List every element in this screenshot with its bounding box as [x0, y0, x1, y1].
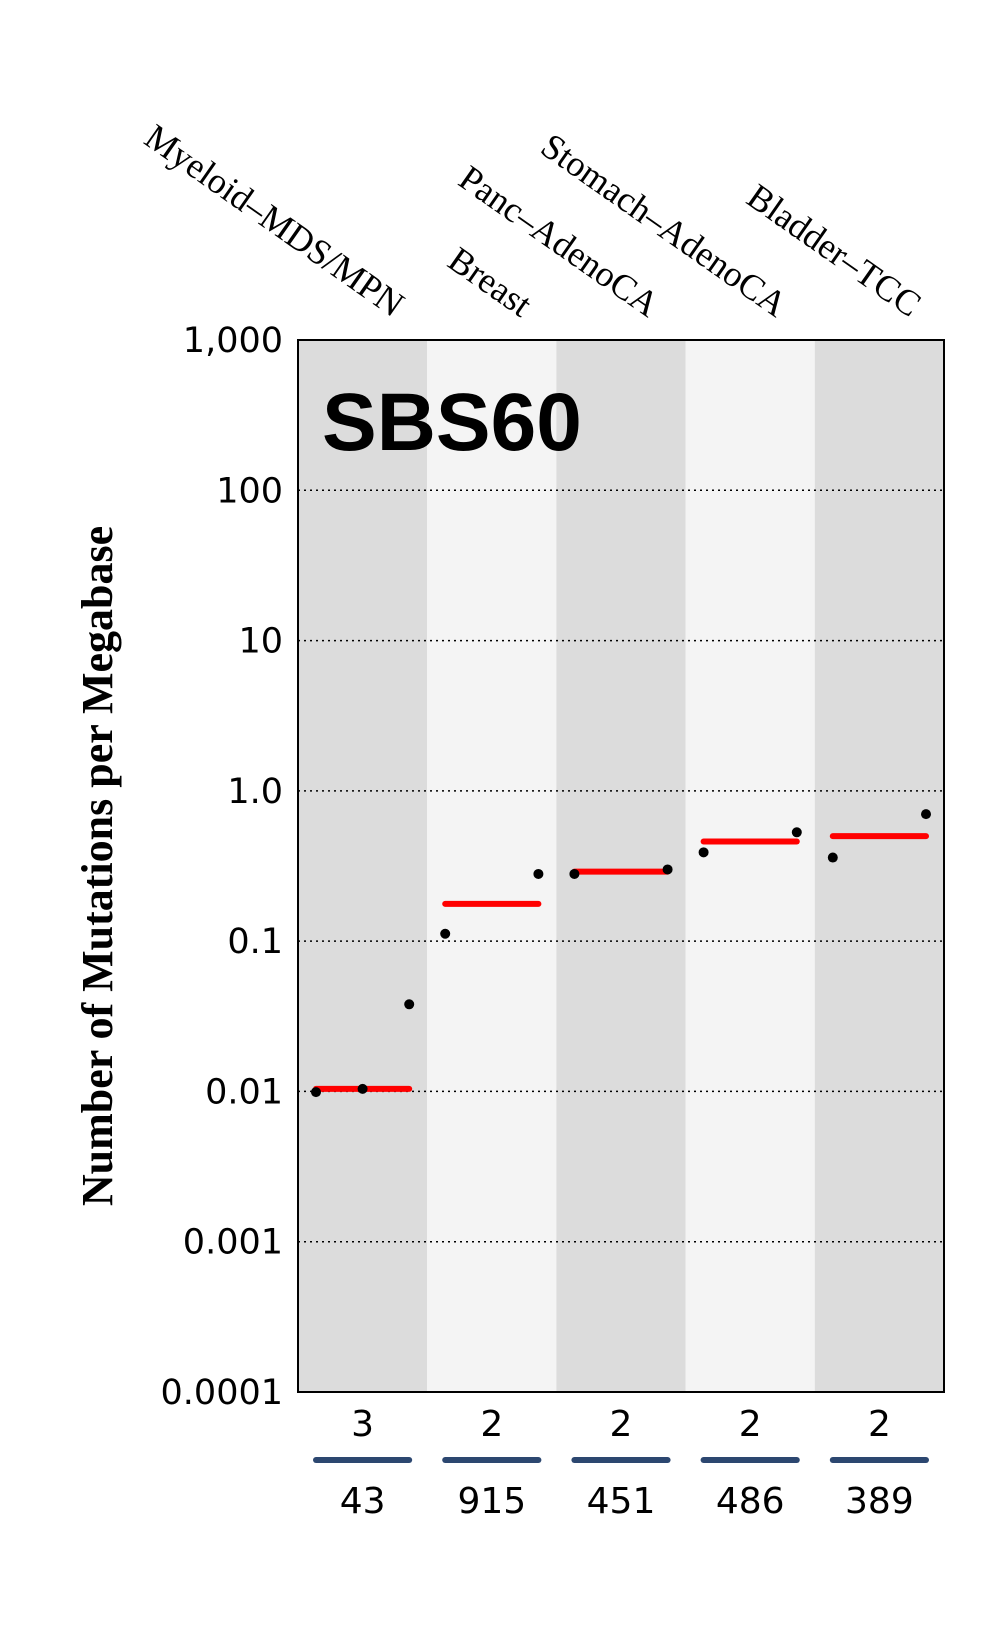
data-point	[404, 999, 415, 1010]
y-tick-label: 1.0	[227, 772, 283, 812]
category-bands	[298, 340, 944, 1392]
sample-fractions: 3 43 2 915 2 451 2 486 2 389	[313, 1404, 929, 1522]
category-label: Myeloid–MDS/MPN	[138, 116, 412, 324]
category-band	[814, 340, 944, 1392]
y-axis-ticks: 1,000 100 10 1.0 0.1 0.01 0.001 0.0001	[161, 321, 283, 1413]
data-point	[533, 868, 544, 879]
y-tick-label: 0.01	[205, 1072, 283, 1112]
samples-with-signature: 2	[868, 1404, 891, 1445]
total-samples: 451	[587, 1481, 656, 1522]
data-points	[311, 809, 931, 1098]
samples-with-signature: 2	[739, 1404, 762, 1445]
signature-title: SBS60	[322, 377, 582, 468]
y-tick-label: 100	[216, 471, 283, 511]
data-point	[791, 827, 802, 838]
data-point	[440, 928, 451, 939]
y-tick-label: 0.1	[227, 922, 283, 962]
total-samples: 389	[845, 1481, 914, 1522]
category-labels: Myeloid–MDS/MPN BreastPanc–AdenoCAStomach…	[138, 116, 929, 324]
data-point	[357, 1083, 368, 1094]
samples-with-signature: 2	[480, 1404, 503, 1445]
y-axis-label: Number of Mutations per Megabase	[73, 526, 122, 1206]
category-band	[685, 340, 815, 1392]
category-band	[298, 340, 428, 1392]
category-label: Breast	[441, 239, 539, 325]
data-point	[662, 864, 673, 875]
y-tick-label: 0.0001	[161, 1373, 283, 1413]
data-point	[698, 847, 709, 858]
y-tick-label: 10	[238, 622, 283, 662]
total-samples: 43	[340, 1481, 386, 1522]
data-point	[827, 852, 838, 863]
y-tick-label: 0.001	[183, 1223, 283, 1263]
category-band	[427, 340, 557, 1392]
data-point	[921, 809, 931, 820]
total-samples: 486	[716, 1481, 785, 1522]
total-samples: 915	[457, 1481, 526, 1522]
data-point	[311, 1087, 321, 1098]
samples-with-signature: 2	[610, 1404, 633, 1445]
samples-with-signature: 3	[351, 1404, 374, 1445]
data-point	[569, 868, 580, 879]
plot-frame	[297, 339, 945, 1393]
y-tick-label: 1,000	[183, 321, 283, 361]
